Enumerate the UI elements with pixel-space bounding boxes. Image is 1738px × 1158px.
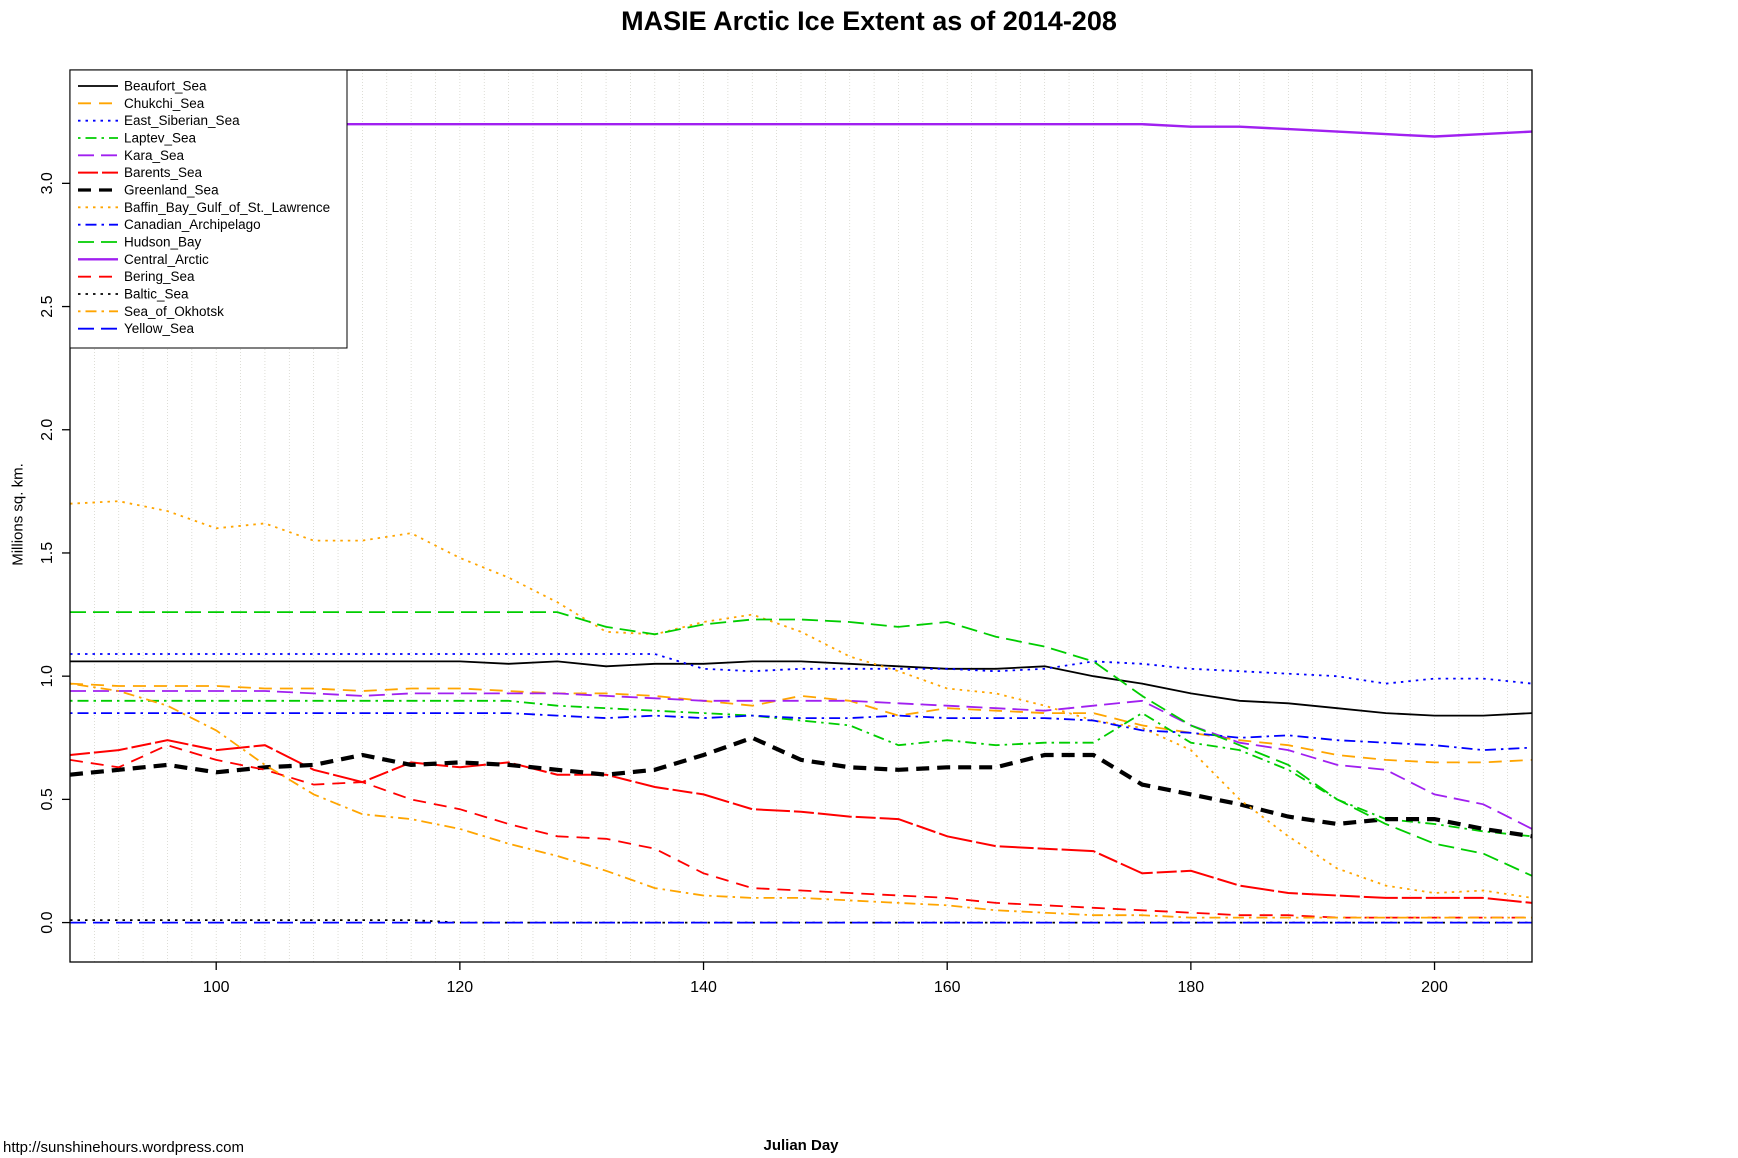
legend-box bbox=[69, 69, 348, 349]
y-tick-label: 0.0 bbox=[39, 911, 56, 933]
legend-item-label: Central_Arctic bbox=[124, 252, 209, 267]
legend-item-label: Yellow_Sea bbox=[124, 321, 195, 336]
x-tick-label: 160 bbox=[934, 979, 961, 996]
y-axis-label: Millions sq. km. bbox=[9, 463, 27, 566]
legend-item-label: Sea_of_Okhotsk bbox=[124, 304, 224, 319]
series-line-Chukchi_Sea bbox=[69, 682, 1533, 764]
x-tick-label: 140 bbox=[690, 979, 717, 996]
legend-item-label: Baffin_Bay_Gulf_of_St._Lawrence bbox=[124, 200, 330, 215]
legend-item-label: Beaufort_Sea bbox=[124, 79, 207, 94]
y-tick-label: 0.5 bbox=[39, 788, 56, 810]
legend-item-label: Laptev_Sea bbox=[124, 131, 197, 146]
legend-item-label: East_Siberian_Sea bbox=[124, 113, 240, 128]
y-tick-label: 1.0 bbox=[39, 665, 56, 687]
series-line-Greenland_Sea bbox=[69, 735, 1533, 839]
x-tick-label: 100 bbox=[203, 979, 230, 996]
legend-item-label: Hudson_Bay bbox=[124, 235, 202, 250]
series-line-Laptev_Sea bbox=[70, 699, 1533, 838]
y-tick-label: 3.0 bbox=[39, 172, 56, 194]
series-line-Kara_Sea bbox=[70, 690, 1533, 830]
x-tick-label: 200 bbox=[1421, 979, 1448, 996]
x-axis-label: Julian Day bbox=[763, 1137, 839, 1154]
series-line-Bering_Sea bbox=[69, 744, 1532, 919]
x-tick-label: 180 bbox=[1178, 979, 1205, 996]
legend-item-label: Chukchi_Sea bbox=[124, 96, 205, 111]
footer-url: http://sunshinehours.wordpress.com bbox=[3, 1139, 244, 1156]
legend-item-label: Baltic_Sea bbox=[124, 287, 189, 302]
series-line-Barents_Sea bbox=[69, 739, 1533, 904]
legend-item-label: Kara_Sea bbox=[124, 148, 185, 163]
chart-title: MASIE Arctic Ice Extent as of 2014-208 bbox=[621, 6, 1117, 36]
legend-item-label: Canadian_Archipelago bbox=[124, 217, 261, 232]
y-tick-label: 1.5 bbox=[39, 542, 56, 564]
legend-item-label: Bering_Sea bbox=[124, 269, 195, 284]
series-line-Sea_of_Okhotsk bbox=[69, 682, 1532, 919]
y-tick-label: 2.5 bbox=[39, 295, 56, 317]
series-line-Beaufort_Sea bbox=[70, 660, 1533, 717]
legend-item-label: Barents_Sea bbox=[124, 165, 203, 180]
plot-border bbox=[69, 69, 1533, 963]
y-tick-label: 2.0 bbox=[39, 419, 56, 441]
series-line-Hudson_Bay bbox=[70, 611, 1533, 877]
series-line-Canadian_Archipelago bbox=[70, 712, 1533, 752]
x-tick-label: 120 bbox=[447, 979, 474, 996]
legend-item-label: Greenland_Sea bbox=[124, 183, 219, 198]
